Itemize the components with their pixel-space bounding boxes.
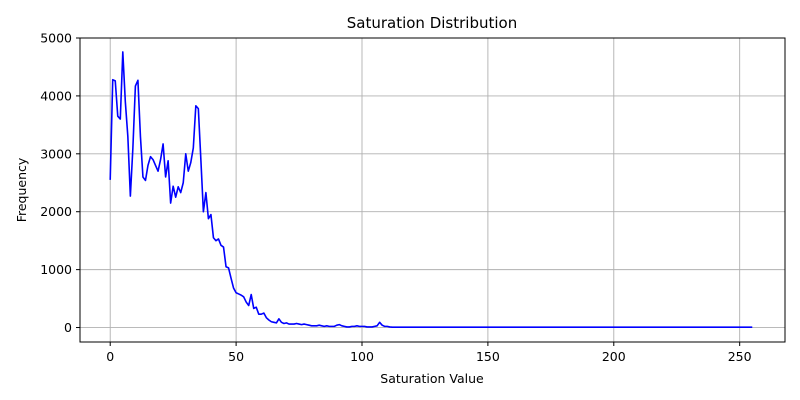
y-axis-label: Frequency	[14, 157, 29, 222]
y-tick-label: 4000	[40, 88, 72, 103]
x-tick-label: 50	[228, 349, 244, 364]
x-tick-label: 100	[350, 349, 374, 364]
x-tick-label: 150	[476, 349, 500, 364]
x-axis: 0 50 100 150 200 250	[106, 342, 752, 364]
y-tick-label: 3000	[40, 146, 72, 161]
y-tick-label: 1000	[40, 262, 72, 277]
chart-title: Saturation Distribution	[347, 14, 517, 32]
y-axis: 0 1000 2000 3000 4000 5000	[40, 31, 80, 335]
x-tick-label: 250	[728, 349, 752, 364]
series-line	[109, 51, 753, 329]
y-tick-label: 0	[64, 320, 72, 335]
x-tick-label: 200	[602, 349, 626, 364]
grid	[80, 37, 785, 342]
plot-frame	[79, 37, 786, 343]
x-tick-label: 0	[106, 349, 114, 364]
y-tick-label: 2000	[40, 204, 72, 219]
y-tick-label: 5000	[40, 31, 72, 46]
x-axis-label: Saturation Value	[380, 371, 484, 386]
